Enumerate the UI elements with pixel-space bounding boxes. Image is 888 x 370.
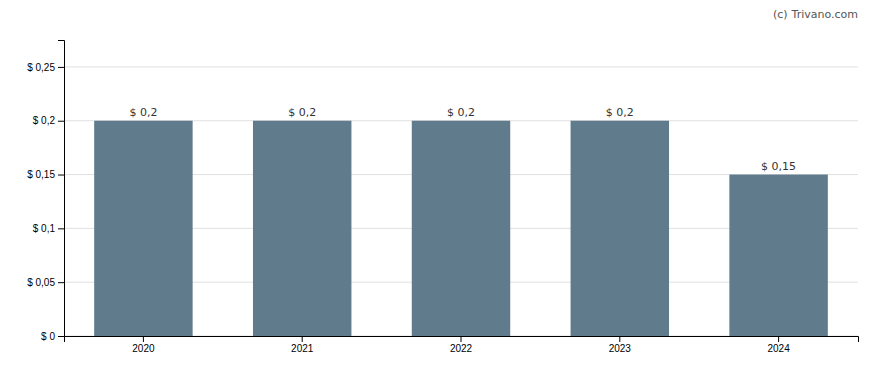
x-axis-line xyxy=(65,337,859,343)
x-tick-mark xyxy=(778,336,779,342)
x-tick: 2023 xyxy=(609,336,632,354)
y-tick-label: $ 0 xyxy=(41,331,55,342)
y-tick-mark xyxy=(58,67,64,68)
data-label: $ 0,2 xyxy=(447,106,475,119)
annotation-part: Trivano.com xyxy=(791,8,858,21)
bar xyxy=(571,121,669,336)
x-tick-label: 2023 xyxy=(609,343,632,354)
x-tick-mark xyxy=(619,336,620,342)
x-tick-label: 2022 xyxy=(450,343,473,354)
y-tick-label: $ 0,25 xyxy=(27,62,55,73)
y-tick-mark xyxy=(58,175,64,176)
x-tick-mark xyxy=(302,336,303,342)
x-axis: 2020 2021 2022 2023 2024 xyxy=(65,336,859,354)
y-tick: $ 0 xyxy=(41,331,64,342)
y-axis: $ 0 $ 0,05 $ 0,1 $ 0,15 $ 0,2 $ 0,25 xyxy=(27,41,64,342)
data-label: $ 0,2 xyxy=(288,106,316,119)
data-label: $ 0,15 xyxy=(761,160,796,173)
data-label: $ 0,2 xyxy=(129,106,157,119)
x-tick-mark xyxy=(461,336,462,342)
chart: $ 0$ 0,05$ 0,1$ 0,15$ 0,2$ 0,25202020212… xyxy=(0,0,888,370)
bars xyxy=(94,121,828,336)
y-tick-mark xyxy=(58,121,64,122)
x-tick-label: 2021 xyxy=(291,343,314,354)
x-tick: 2021 xyxy=(291,336,314,354)
y-tick-label: $ 0,1 xyxy=(33,223,56,234)
plot: $ 0$ 0,05$ 0,1$ 0,15$ 0,2$ 0,25202020212… xyxy=(27,41,858,355)
y-axis-line xyxy=(58,41,65,337)
y-tick: $ 0,05 xyxy=(27,277,64,288)
grid xyxy=(64,67,858,336)
y-tick: $ 0,15 xyxy=(27,169,64,180)
x-tick-label: 2024 xyxy=(767,343,790,354)
x-tick-mark xyxy=(143,336,144,342)
x-tick-label: 2020 xyxy=(132,343,155,354)
bar xyxy=(253,121,351,336)
bar xyxy=(94,121,192,336)
data-labels: $ 0,2 $ 0,2 $ 0,2 $ 0,2 $ 0,15 xyxy=(129,106,796,173)
annotation: (c)Trivano.com xyxy=(773,8,858,21)
y-tick-mark xyxy=(58,282,64,283)
bar xyxy=(412,121,510,336)
y-tick: $ 0,2 xyxy=(33,115,64,126)
x-tick: 2022 xyxy=(450,336,473,354)
x-tick: 2020 xyxy=(132,336,155,354)
y-tick-label: $ 0,2 xyxy=(33,115,56,126)
y-tick-label: $ 0,15 xyxy=(27,169,55,180)
grid-line xyxy=(64,66,858,67)
y-tick-label: $ 0,05 xyxy=(27,277,55,288)
y-tick-mark xyxy=(58,336,64,337)
y-tick-mark xyxy=(58,228,64,229)
bar xyxy=(729,175,827,336)
y-tick: $ 0,25 xyxy=(27,62,64,73)
y-tick: $ 0,1 xyxy=(33,223,64,234)
annotation-part: (c) xyxy=(773,8,788,21)
data-label: $ 0,2 xyxy=(606,106,634,119)
x-tick: 2024 xyxy=(767,336,790,354)
